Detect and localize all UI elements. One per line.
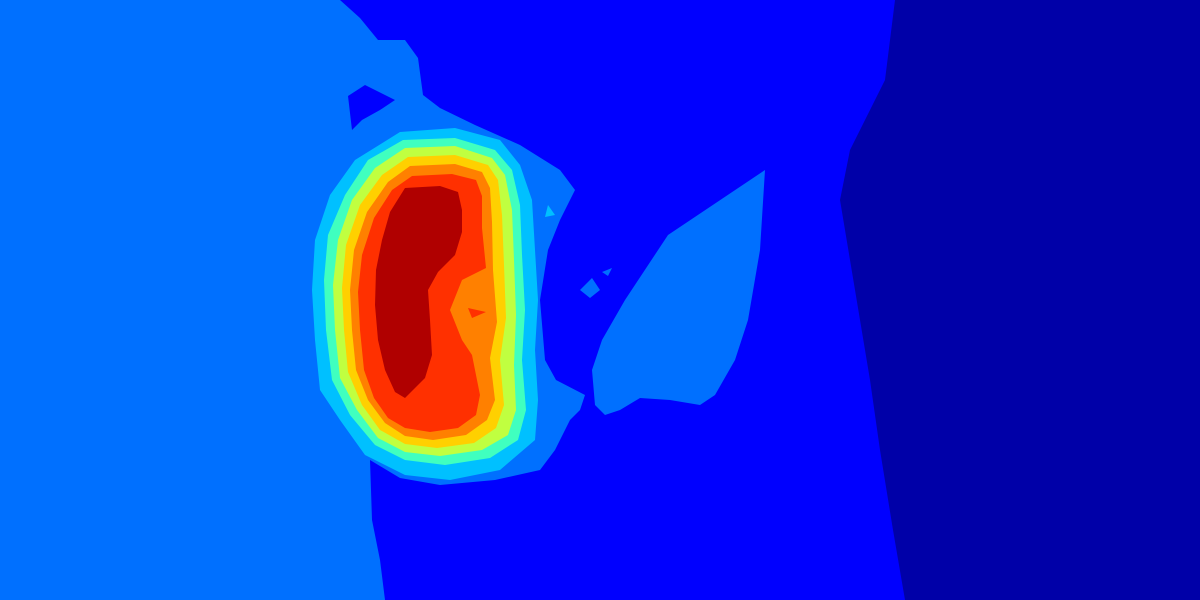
contour-region-ring-8-spur (468, 308, 486, 318)
contour-region-left-plateau-notch (348, 85, 395, 130)
contour-region-ring-fleck (545, 205, 555, 217)
contour-region-secondary-lobe (592, 170, 765, 415)
contour-region-hotspot-core (375, 186, 462, 398)
contour-region-secondary-island (580, 278, 600, 298)
contour-region-secondary-fleck (602, 268, 612, 276)
